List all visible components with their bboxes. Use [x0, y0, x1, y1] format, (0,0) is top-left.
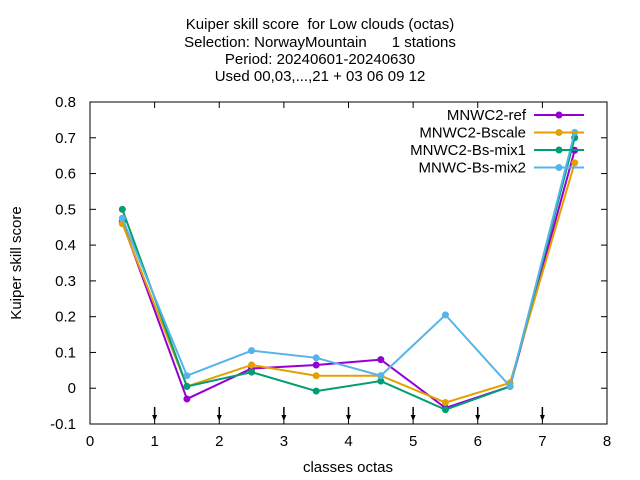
legend-marker — [555, 129, 563, 136]
legend-marker — [555, 146, 563, 154]
chart-title-line-3: Period: 20240601-20240630 — [224, 51, 416, 68]
series-line-0 — [121, 150, 576, 410]
data-point — [248, 347, 256, 355]
data-point — [377, 372, 385, 380]
data-point — [312, 372, 320, 380]
arrow-marker-head — [346, 415, 351, 421]
arrow-marker-head — [281, 415, 287, 421]
arrow-marker-head — [216, 415, 222, 421]
data-point — [312, 361, 320, 369]
x-axis-label: classes octas — [303, 459, 393, 476]
y-tick-label: 0.7 — [55, 130, 76, 147]
series-line-3 — [121, 132, 576, 389]
axis-ticks: -0.1 0 0.1 0.2 0.3 0.4 0.5 0.6 0.7 0.8 0 1 2 3 4 5 6 7 8 — [50, 94, 611, 450]
legend-label: MNWC-Bs-mix2 — [419, 160, 526, 177]
arrow-marker-head — [410, 415, 416, 421]
series-line-1 — [121, 162, 576, 404]
y-tick-label: 0.1 — [55, 344, 76, 361]
data-point — [377, 377, 385, 385]
x-tick-label: 1 — [150, 433, 158, 450]
legend-marker — [555, 164, 563, 171]
y-tick-label: 0.2 — [55, 309, 76, 326]
y-tick-label: 0.6 — [55, 166, 76, 183]
chart-title-line-2: Selection: NorwayMountain 1 stations — [184, 34, 456, 51]
legend: MNWC2-refMNWC2-BscaleMNWC2-Bs-mix1MNWC-B… — [410, 107, 584, 177]
x-tick-label: 5 — [409, 433, 417, 450]
data-point — [248, 368, 256, 376]
arrow-marker-head — [539, 415, 545, 421]
x-tick-label: 3 — [280, 433, 288, 450]
data-point — [183, 382, 191, 390]
data-point — [118, 205, 126, 213]
data-point — [506, 382, 514, 390]
y-tick-label: 0 — [68, 380, 76, 397]
x-tick-label: 6 — [474, 433, 482, 450]
x-tick-label: 2 — [215, 433, 223, 450]
data-point — [118, 214, 126, 222]
data-point — [441, 406, 449, 414]
data-point — [312, 354, 320, 362]
legend-label: MNWC2-ref — [447, 107, 527, 124]
legend-marker — [555, 111, 563, 119]
bottom-arrow-markers — [152, 407, 545, 421]
arrow-marker-head — [475, 415, 481, 421]
x-tick-label: 7 — [538, 433, 546, 450]
data-point — [377, 356, 385, 364]
y-tick-label: -0.1 — [50, 416, 76, 433]
y-tick-label: 0.4 — [55, 237, 76, 254]
data-point — [183, 395, 191, 403]
data-point — [248, 361, 256, 369]
legend-label: MNWC2-Bs-mix1 — [410, 142, 526, 159]
x-tick-label: 4 — [344, 433, 352, 450]
data-point — [571, 159, 579, 167]
y-tick-label: 0.8 — [55, 94, 76, 111]
y-axis-label: Kuiper skill score — [8, 206, 25, 319]
chart-title-line-1: Kuiper skill score for Low clouds (octas… — [185, 16, 455, 33]
chart-title-line-4: Used 00,03,...,21 + 03 06 09 12 — [214, 68, 426, 85]
arrow-marker-head — [152, 415, 158, 421]
x-tick-label: 0 — [86, 433, 94, 450]
x-tick-label: 8 — [603, 433, 611, 450]
data-point — [441, 311, 449, 319]
series-line-2 — [121, 137, 576, 411]
y-tick-label: 0.3 — [55, 273, 76, 290]
series-lines — [118, 128, 579, 414]
data-point — [441, 399, 449, 407]
data-point — [312, 387, 320, 395]
data-point — [183, 372, 191, 380]
y-tick-label: 0.5 — [55, 201, 76, 218]
legend-label: MNWC2-Bscale — [419, 125, 526, 142]
